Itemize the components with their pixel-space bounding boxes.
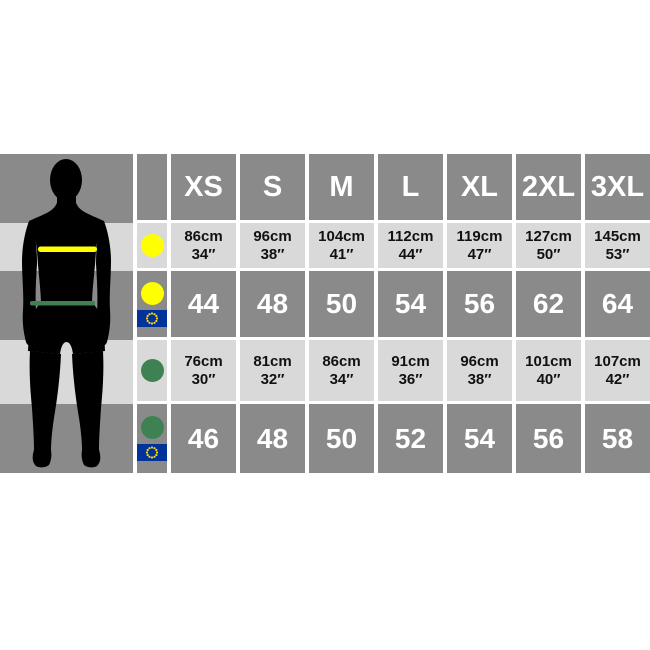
label-column-header [137, 154, 167, 220]
chest-eu-size-cell: 54 [378, 271, 443, 337]
figure-panel [0, 154, 133, 473]
chest-measurement-cell: 112cm 44″ [378, 223, 443, 268]
cm-value: 96cm [460, 352, 499, 370]
yellow-circle-icon [140, 234, 164, 257]
waist-cm-row-label [137, 340, 167, 401]
cm-value: 127cm [525, 227, 572, 245]
waist-measurement-cell: 81cm 32″ [240, 340, 305, 401]
cm-value: 112cm [387, 227, 434, 245]
inch-value: 44″ [398, 245, 423, 263]
silhouette-shorts [28, 302, 105, 354]
inch-value: 30″ [191, 370, 216, 388]
waist-eu-size-cell: 48 [240, 404, 305, 473]
cm-value: 96cm [253, 227, 292, 245]
inch-value: 41″ [329, 245, 354, 263]
inch-value: 34″ [329, 370, 354, 388]
green-circle-icon [140, 416, 164, 439]
waist-eu-size-cell: 58 [585, 404, 650, 473]
chest-measurement-cell: 119cm 47″ [447, 223, 512, 268]
silhouette-left-leg [29, 351, 61, 468]
chest-eu-size-cell: 48 [240, 271, 305, 337]
chest-eu-size-cell: 56 [447, 271, 512, 337]
chest-eu-row-label [137, 271, 167, 337]
chest-cm-row-label [137, 223, 167, 268]
inch-value: 42″ [605, 370, 630, 388]
chest-eu-size-cell: 50 [309, 271, 374, 337]
cm-value: 76cm [184, 352, 223, 370]
size-header-2xl: 2XL [516, 154, 581, 220]
inch-value: 53″ [605, 245, 630, 263]
chest-measurement-cell: 96cm 38″ [240, 223, 305, 268]
waist-eu-size-cell: 56 [516, 404, 581, 473]
size-header-m: M [309, 154, 374, 220]
waist-measurement-cell: 76cm 30″ [171, 340, 236, 401]
cm-value: 86cm [322, 352, 361, 370]
chest-measurement-cell: 145cm 53″ [585, 223, 650, 268]
cm-value: 91cm [391, 352, 430, 370]
waist-measure-line [30, 301, 95, 306]
chest-measurement-cell: 86cm 34″ [171, 223, 236, 268]
male-body-silhouette [22, 159, 111, 468]
waist-measurement-cell: 91cm 36″ [378, 340, 443, 401]
cm-value: 81cm [253, 352, 292, 370]
cm-value: 101cm [525, 352, 572, 370]
cm-value: 104cm [318, 227, 365, 245]
waist-eu-row-label [137, 404, 167, 473]
chest-measure-line [38, 246, 97, 252]
chest-eu-size-cell: 64 [585, 271, 650, 337]
green-circle-icon [140, 359, 164, 382]
waist-eu-size-cell: 54 [447, 404, 512, 473]
silhouette-right-leg [72, 351, 104, 468]
inch-value: 32″ [260, 370, 285, 388]
inch-value: 38″ [467, 370, 492, 388]
size-header-xs: XS [171, 154, 236, 220]
inch-value: 34″ [191, 245, 216, 263]
chest-measurement-cell: 127cm 50″ [516, 223, 581, 268]
size-header-l: L [378, 154, 443, 220]
yellow-circle-icon [140, 281, 164, 305]
size-header-3xl: 3XL [585, 154, 650, 220]
figure-band [0, 404, 133, 473]
waist-eu-size-cell: 52 [378, 404, 443, 473]
inch-value: 40″ [536, 370, 561, 388]
chest-measurement-cell: 104cm 41″ [309, 223, 374, 268]
cm-value: 86cm [184, 227, 223, 245]
inch-value: 50″ [536, 245, 561, 263]
cm-value: 119cm [456, 227, 503, 245]
figure-band [0, 340, 133, 404]
eu-flag-icon [137, 444, 167, 461]
size-header-s: S [240, 154, 305, 220]
waist-measurement-cell: 96cm 38″ [447, 340, 512, 401]
size-chart-table: XS S M L XL 2XL 3XL 86cm 34″ 96cm 38″ 104c… [0, 154, 650, 473]
inch-value: 36″ [398, 370, 423, 388]
cm-value: 145cm [594, 227, 641, 245]
waist-eu-size-cell: 46 [171, 404, 236, 473]
size-header-xl: XL [447, 154, 512, 220]
waist-eu-size-cell: 50 [309, 404, 374, 473]
waist-measurement-cell: 107cm 42″ [585, 340, 650, 401]
eu-flag-icon [137, 309, 167, 327]
waist-measurement-cell: 101cm 40″ [516, 340, 581, 401]
chest-eu-size-cell: 44 [171, 271, 236, 337]
chest-eu-size-cell: 62 [516, 271, 581, 337]
waist-measurement-cell: 86cm 34″ [309, 340, 374, 401]
inch-value: 38″ [260, 245, 285, 263]
cm-value: 107cm [594, 352, 641, 370]
inch-value: 47″ [467, 245, 492, 263]
